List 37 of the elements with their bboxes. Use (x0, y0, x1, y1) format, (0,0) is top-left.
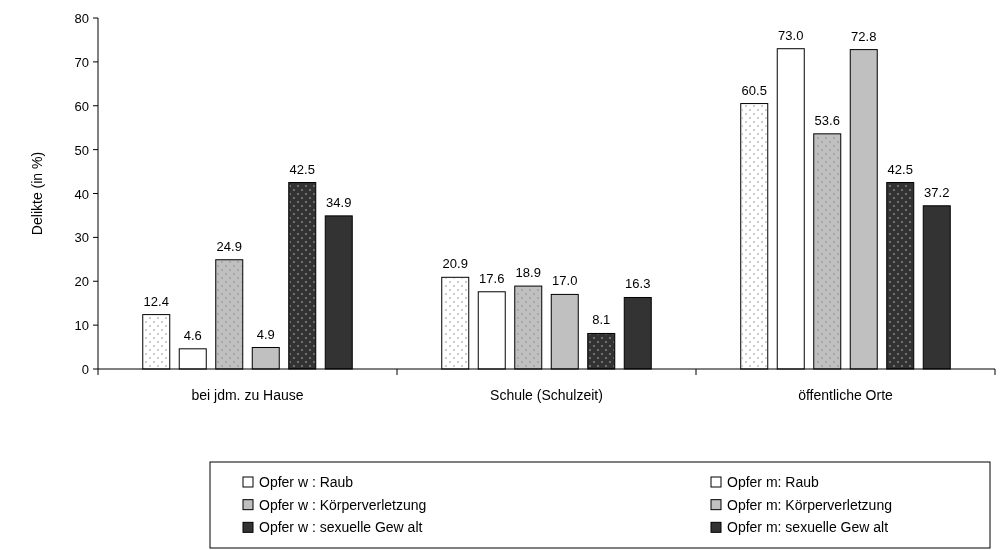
y-tick-label: 0 (81, 362, 89, 377)
y-tick-label: 30 (74, 230, 89, 246)
data-label: 42.5 (289, 161, 315, 177)
y-tick-label: 70 (74, 54, 89, 70)
x-tick-label: öffentliche Orte (798, 387, 894, 403)
y-axis-title: Delikte (in %) (29, 151, 45, 236)
legend-label: Opfer w : Raub (259, 474, 354, 490)
data-label: 24.9 (216, 238, 242, 254)
legend-label: Opfer m: sexuelle Gew alt (727, 519, 889, 536)
y-tick-label: 20 (74, 274, 89, 290)
data-label: 17.6 (479, 270, 505, 286)
x-tick-label: Schule (Schulzeit) (490, 387, 603, 403)
data-label: 16.3 (625, 276, 651, 292)
y-tick-label: 60 (74, 98, 89, 114)
legend-label: Opfer m: Raub (727, 474, 820, 490)
data-label: 4.6 (183, 327, 202, 343)
data-label: 8.1 (592, 312, 611, 328)
data-label: 12.4 (143, 293, 169, 309)
data-label: 42.5 (887, 161, 913, 177)
data-label: 18.9 (515, 265, 541, 281)
y-tick-label: 10 (74, 318, 89, 334)
data-label: 34.9 (326, 194, 352, 210)
data-label: 4.9 (256, 326, 275, 342)
x-tick-label: bei jdm. zu Hause (191, 387, 304, 403)
data-label: 17.0 (552, 273, 578, 289)
y-tick-label: 40 (74, 186, 89, 202)
y-tick-label: 80 (74, 11, 89, 26)
data-label: 20.9 (442, 256, 468, 272)
data-label: 37.2 (924, 184, 950, 200)
data-label: 60.5 (741, 82, 767, 98)
data-label: 53.6 (814, 112, 840, 128)
data-label: 73.0 (778, 27, 804, 43)
legend-label: Opfer w : sexuelle Gew alt (259, 519, 423, 536)
y-tick-label: 50 (74, 142, 89, 158)
legend-label: Opfer w : Körperverletzung (259, 496, 427, 513)
legend-label: Opfer m: Körperverletzung (727, 496, 892, 513)
data-label: 72.8 (851, 28, 877, 44)
